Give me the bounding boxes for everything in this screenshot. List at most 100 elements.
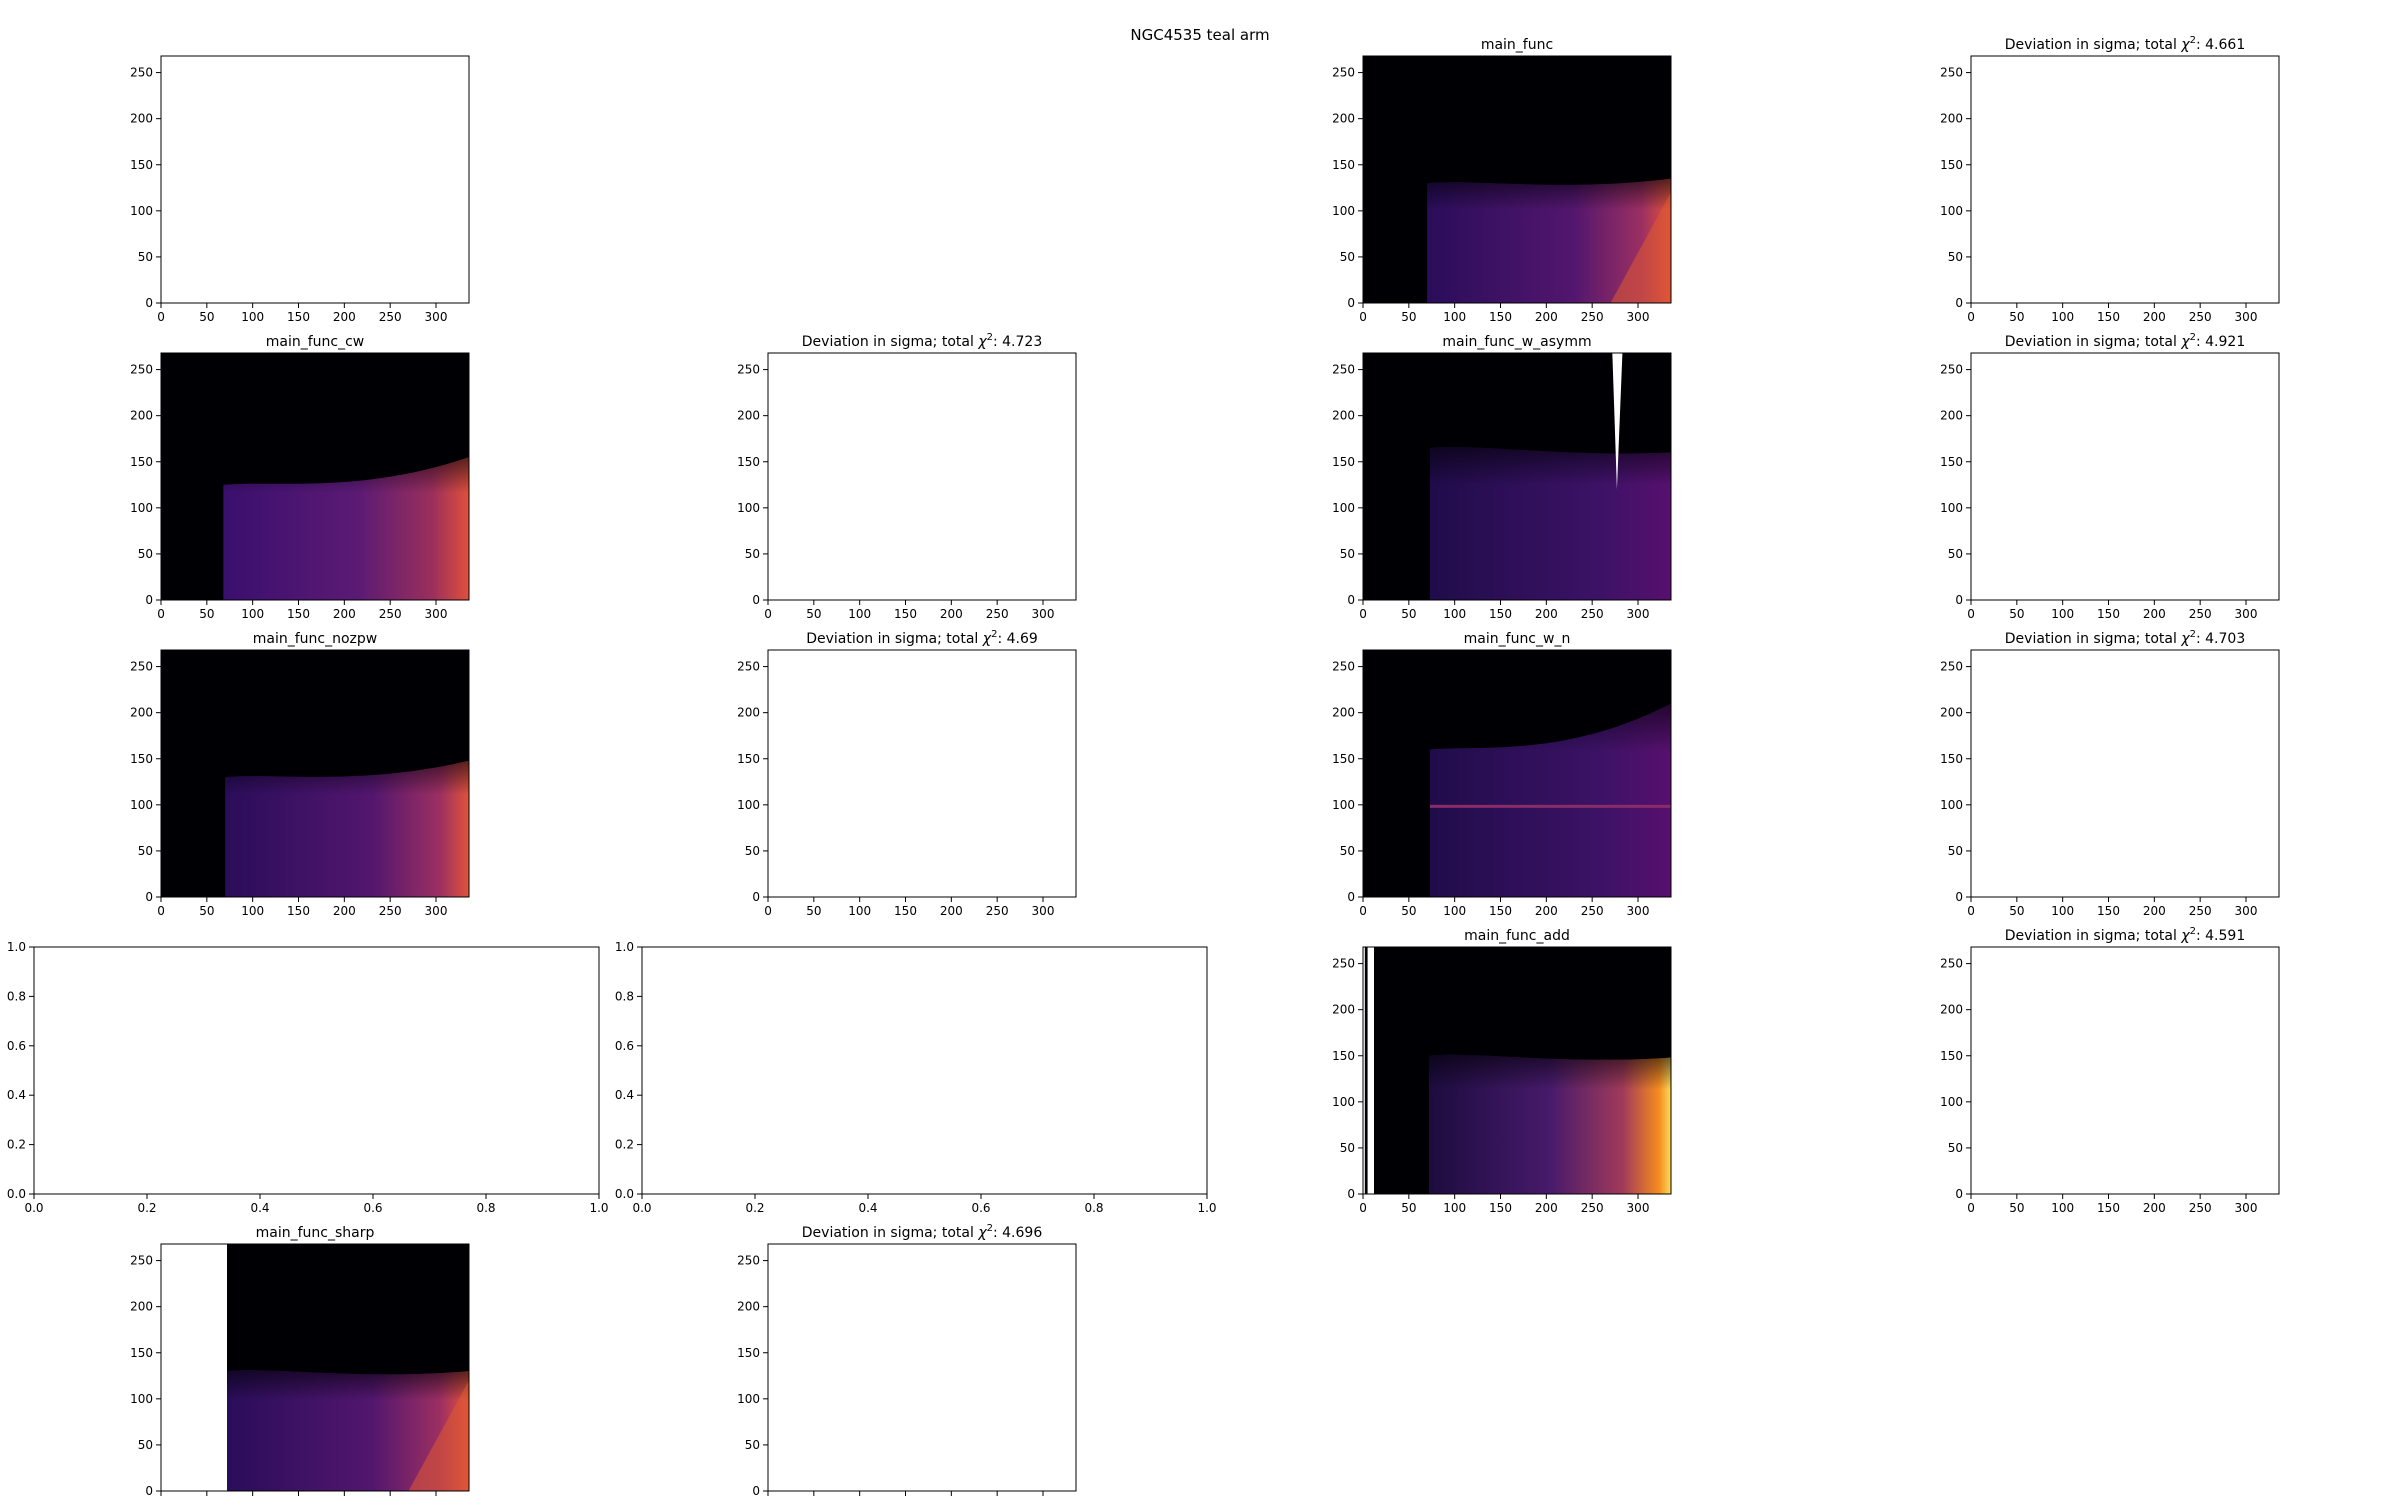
y-tick-label: 100	[1940, 204, 1963, 218]
subplot-svg: 0 50 100 150 200 250 300 0 50 100 150 200 250	[130, 55, 470, 324]
subplot-p15: 0 50 100 150 200 250 300 0 50 100 150 200 250 main_fu…	[130, 1225, 470, 1500]
y-tick-label: 200	[737, 409, 760, 423]
x-tick-label: 200	[1535, 310, 1558, 324]
subplot-p3: 0 50 100 150 200 250 300 0 50 100 150 200 250 main_fu…	[130, 334, 470, 621]
y-tick-label: 100	[1332, 501, 1355, 515]
subplot-svg: 0 50 100 150 200 250 300 0 50 100 150 200 250 Deviati…	[1940, 35, 2280, 324]
model-fade	[1429, 703, 1671, 897]
chi-symbol: χ	[2180, 37, 2190, 53]
x-tick-label: 0.0	[24, 1201, 43, 1215]
y-tick-label: 150	[737, 752, 760, 766]
x-tick-label: 250	[986, 1498, 1009, 1500]
x-tick-label: 150	[1489, 310, 1512, 324]
subplot-p5: 0 50 100 150 200 250 300 0 50 100 150 200 250 main_fu…	[1332, 334, 1672, 621]
y-tick-label: 100	[1332, 204, 1355, 218]
subplot-p10: 0 50 100 150 200 250 300 0 50 100 150 200 250 Deviati…	[1940, 629, 2280, 918]
y-tick-label: 50	[1340, 844, 1355, 858]
model-fade	[225, 760, 469, 897]
chi2-value: : 4.69	[997, 631, 1037, 647]
x-tick-label: 0	[764, 607, 772, 621]
y-tick-label: 150	[130, 1346, 153, 1360]
y-tick-label: 50	[138, 844, 153, 858]
x-tick-label: 250	[986, 607, 1009, 621]
chi2-value: : 4.661	[2196, 37, 2245, 53]
x-tick-label: 100	[848, 904, 871, 918]
y-tick-label: 250	[737, 660, 760, 674]
chi2-value: : 4.723	[993, 334, 1042, 350]
data-map	[161, 56, 469, 303]
model-gap	[1363, 947, 1374, 1194]
x-tick-label: 1.0	[589, 1201, 608, 1215]
y-tick-label: 0.0	[615, 1187, 634, 1201]
y-tick-label: 0	[752, 890, 760, 904]
x-tick-label: 100	[1443, 904, 1466, 918]
x-tick-label: 250	[1581, 904, 1604, 918]
y-tick-label: 50	[1340, 1141, 1355, 1155]
x-tick-label: 150	[287, 607, 310, 621]
deviation-map	[1971, 353, 2279, 600]
x-tick-label: 200	[333, 607, 356, 621]
y-tick-label: 250	[130, 66, 153, 80]
axes-frame	[767, 352, 1077, 601]
model-fade	[1429, 1054, 1671, 1194]
deviation-map	[1971, 650, 2279, 897]
y-tick-label: 50	[745, 1438, 760, 1452]
y-tick-label: 150	[737, 455, 760, 469]
x-tick-label: 0	[764, 1498, 772, 1500]
y-tick-label: 50	[745, 547, 760, 561]
x-tick-label: 200	[940, 904, 963, 918]
subplot-title: main_func_sharp	[256, 1225, 375, 1241]
x-tick-label: 0	[157, 607, 165, 621]
x-tick-label: 200	[333, 310, 356, 324]
y-tick-label: 100	[130, 798, 153, 812]
y-tick-label: 100	[130, 204, 153, 218]
model-highlight	[408, 1380, 469, 1491]
x-tick-label: 50	[1401, 904, 1416, 918]
y-tick-label: 150	[1332, 1049, 1355, 1063]
x-tick-label: 100	[241, 310, 264, 324]
title-prefix: Deviation in sigma; total	[802, 1225, 979, 1241]
subplot-p14: 0 50 100 150 200 250 300 0 50 100 150 200 250 Deviati…	[1940, 926, 2280, 1215]
subplot-svg: 0 50 100 150 200 250 300 0 50 100 150 200 250 Deviati…	[737, 332, 1077, 621]
x-tick-label: 250	[379, 1498, 402, 1500]
subplot-svg: 0 50 100 150 200 250 300 0 50 100 150 200 250 main_fu…	[130, 334, 470, 621]
x-tick-label: 0.4	[250, 1201, 269, 1215]
y-tick-label: 150	[1332, 752, 1355, 766]
deviation-map	[768, 353, 1076, 600]
x-tick-label: 200	[1535, 904, 1558, 918]
y-tick-label: 0	[1347, 890, 1355, 904]
x-tick-label: 250	[379, 904, 402, 918]
y-tick-label: 250	[737, 363, 760, 377]
x-tick-label: 200	[2143, 904, 2166, 918]
subplot-title: Deviation in sigma; total χ2: 4.69	[806, 629, 1038, 647]
x-tick-label: 200	[1535, 1201, 1558, 1215]
y-tick-label: 0	[1955, 296, 1963, 310]
axes-frame	[767, 649, 1077, 898]
axes-frame	[1970, 946, 2280, 1195]
x-tick-label: 100	[241, 1498, 264, 1500]
model-fade	[1427, 178, 1671, 303]
y-tick-label: 150	[1940, 455, 1963, 469]
subplot-svg: 0 50 100 150 200 250 300 0 50 100 150 200 250 main_fu…	[130, 631, 470, 918]
x-tick-label: 0.0	[632, 1201, 651, 1215]
model-gap	[1612, 353, 1623, 490]
x-tick-label: 250	[379, 607, 402, 621]
axes-frame	[1362, 649, 1672, 898]
y-tick-label: 100	[1940, 501, 1963, 515]
y-tick-label: 0.6	[7, 1039, 26, 1053]
subplot-p7: 0 50 100 150 200 250 300 0 50 100 150 200 250 main_fu…	[130, 631, 470, 918]
x-tick-label: 300	[1627, 904, 1650, 918]
y-tick-label: 100	[737, 798, 760, 812]
x-tick-label: 100	[1443, 607, 1466, 621]
x-tick-label: 0	[1967, 310, 1975, 324]
x-tick-label: 50	[806, 904, 821, 918]
chi-symbol: χ	[977, 1225, 987, 1241]
y-tick-label: 50	[1340, 547, 1355, 561]
y-tick-label: 100	[737, 501, 760, 515]
subplot-title: Deviation in sigma; total χ2: 4.591	[2005, 926, 2245, 944]
subplot-svg: 0 50 100 150 200 250 300 0 50 100 150 200 250 Deviati…	[1940, 926, 2280, 1215]
y-tick-label: 0.8	[7, 989, 26, 1003]
y-tick-label: 0.4	[7, 1088, 26, 1102]
y-tick-label: 200	[1940, 112, 1963, 126]
axes-frame	[1362, 55, 1672, 304]
